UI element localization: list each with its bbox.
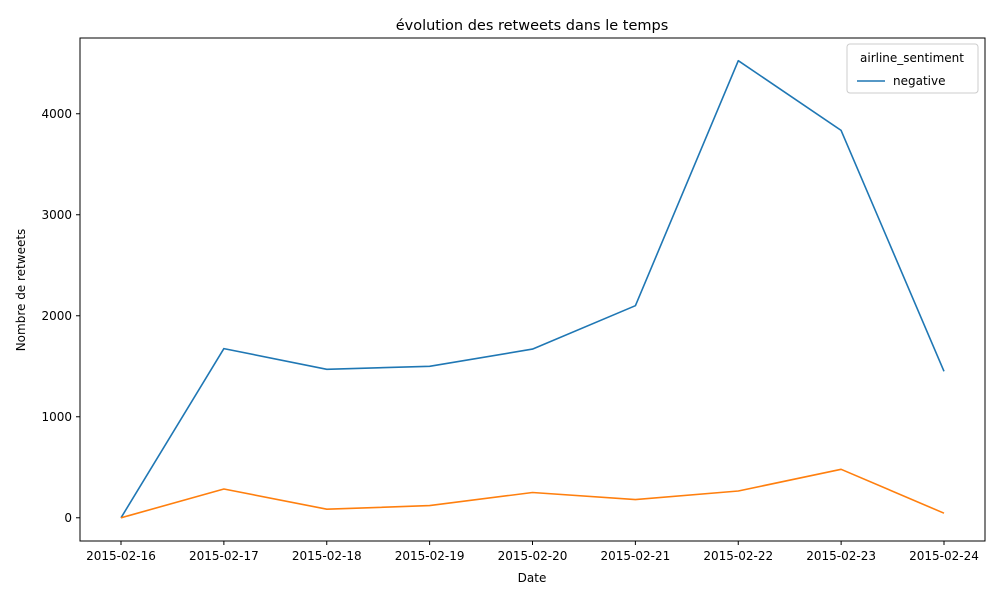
y-tick-label: 3000 — [41, 208, 72, 222]
y-axis: 0 1000 2000 3000 4000 — [41, 107, 80, 525]
x-tick-label: 2015-02-24 — [909, 549, 979, 563]
legend-entry-negative: negative — [893, 74, 945, 88]
series-layer — [120, 59, 945, 519]
x-axis: 2015-02-16 2015-02-17 2015-02-18 2015-02-19… — [86, 541, 979, 563]
y-axis-label: Nombre de retweets — [14, 229, 28, 352]
x-tick-label: 2015-02-19 — [395, 549, 465, 563]
plot-area — [79, 37, 986, 542]
y-tick-label: 0 — [64, 511, 72, 525]
plot-frame — [79, 37, 986, 542]
series-line-2 — [120, 468, 945, 519]
x-axis-label: Date — [518, 571, 547, 585]
legend-title: airline_sentiment — [860, 51, 964, 65]
x-tick-label: 2015-02-17 — [189, 549, 259, 563]
legend: airline_sentiment negative — [846, 43, 979, 94]
chart-title: évolution des retweets dans le temps — [396, 18, 669, 34]
x-tick-label: 2015-02-21 — [601, 549, 671, 563]
y-tick-label: 4000 — [41, 107, 72, 121]
x-tick-label: 2015-02-20 — [498, 549, 568, 563]
series-line-negative — [120, 59, 945, 519]
x-tick-label: 2015-02-16 — [86, 549, 156, 563]
y-tick-label: 1000 — [41, 410, 72, 424]
x-tick-label: 2015-02-18 — [292, 549, 362, 563]
y-tick-label: 2000 — [41, 309, 72, 323]
x-tick-label: 2015-02-22 — [703, 549, 773, 563]
x-tick-label: 2015-02-23 — [806, 549, 876, 563]
